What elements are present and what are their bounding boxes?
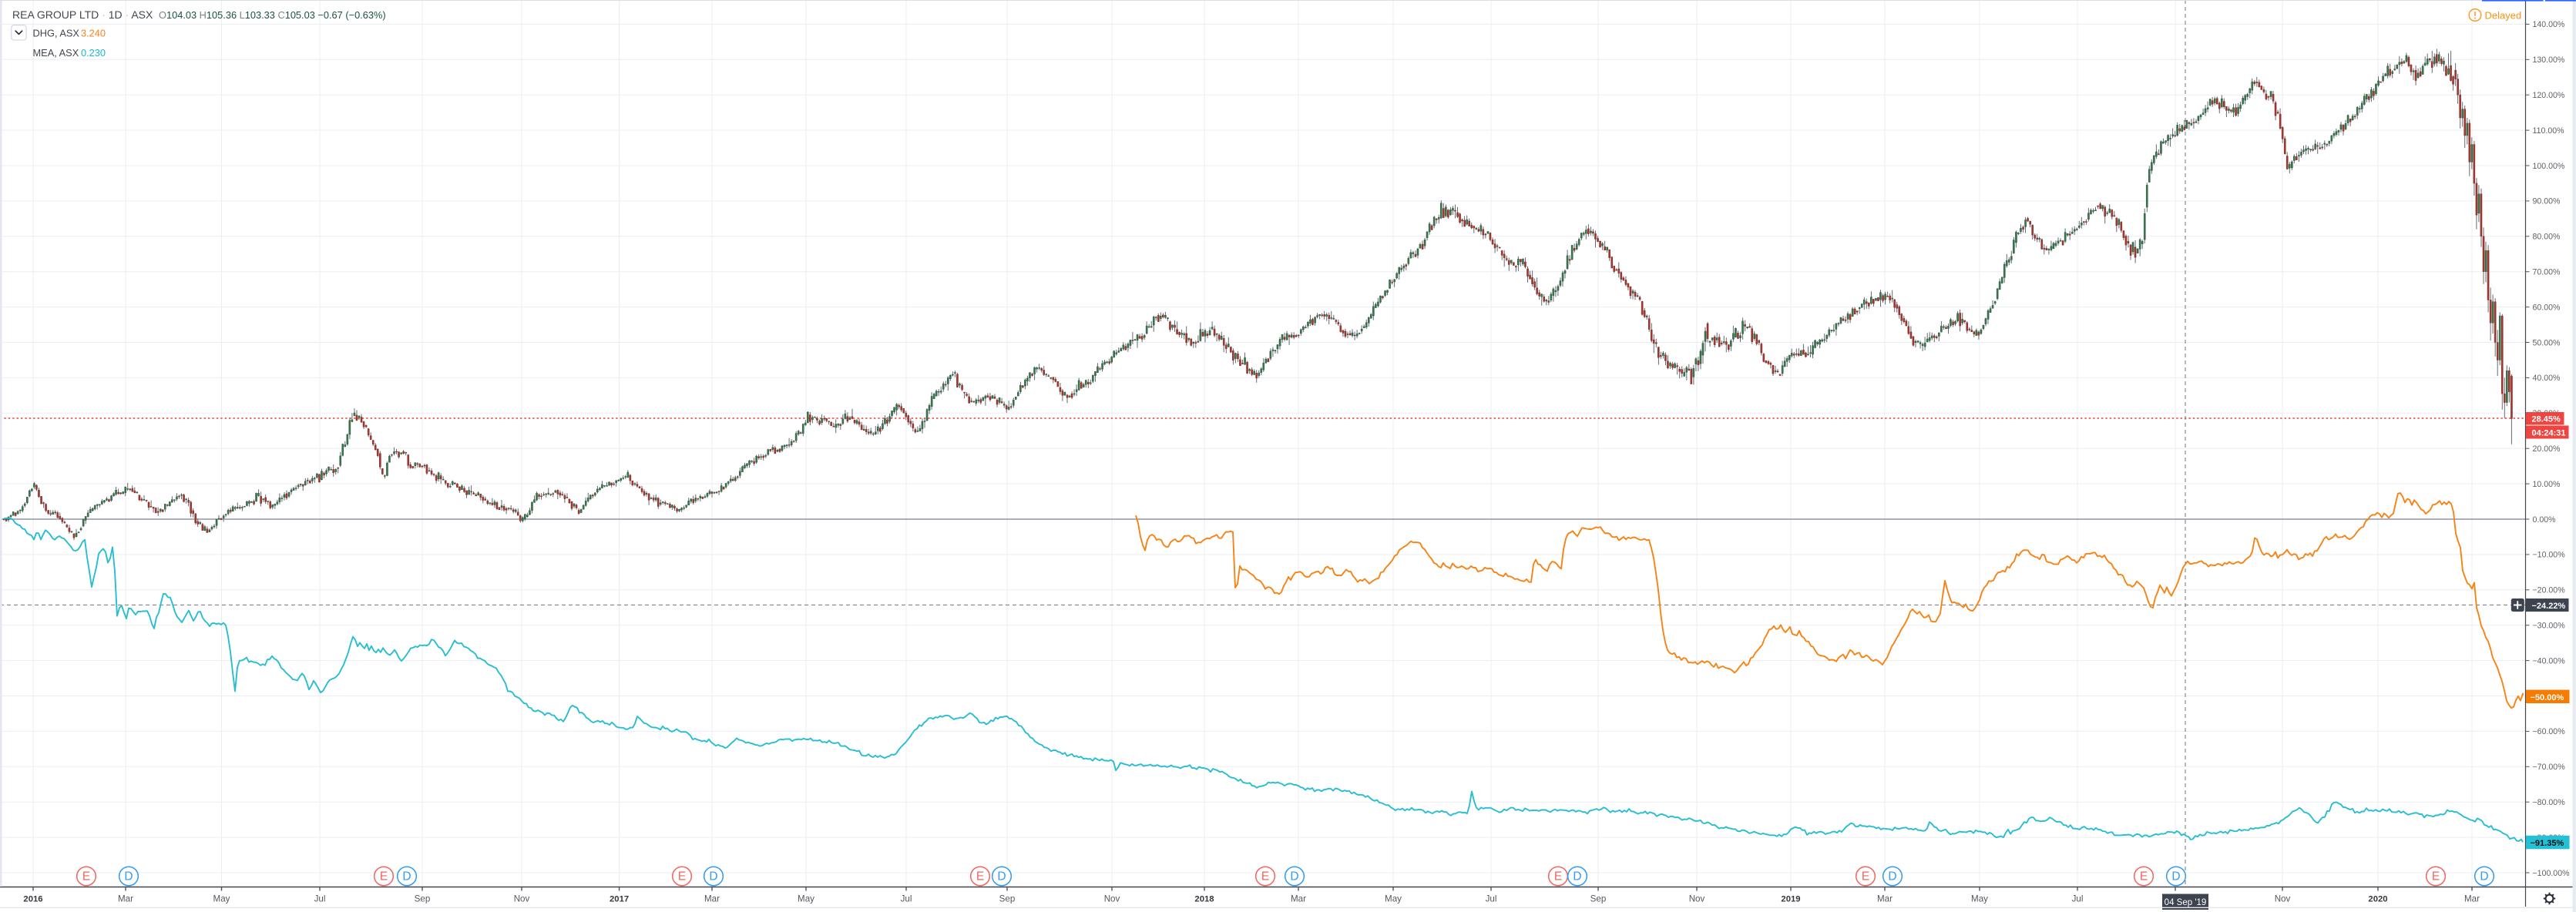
- svg-text:D: D: [1573, 870, 1581, 884]
- svg-text:Delayed: Delayed: [2485, 9, 2522, 21]
- svg-text:0.00%: 0.00%: [2533, 515, 2557, 525]
- svg-text:Nov: Nov: [1689, 894, 1705, 904]
- svg-text:80.00%: 80.00%: [2533, 233, 2561, 242]
- svg-text:−80.00%: −80.00%: [2533, 798, 2566, 807]
- svg-text:E: E: [1862, 870, 1869, 884]
- svg-text:May: May: [1971, 894, 1988, 904]
- svg-text:O104.03 H105.36 L103.33 C105.0: O104.03 H105.36 L103.33 C105.03 −0.67 (−…: [159, 9, 386, 21]
- svg-text:40.00%: 40.00%: [2533, 374, 2561, 383]
- svg-text:Nov: Nov: [2275, 894, 2291, 904]
- svg-text:100.00%: 100.00%: [2533, 162, 2565, 171]
- svg-text:Jul: Jul: [314, 894, 326, 904]
- svg-text:Mar: Mar: [704, 894, 720, 904]
- svg-text:10.00%: 10.00%: [2533, 480, 2561, 489]
- svg-text:D: D: [402, 870, 411, 884]
- svg-text:Jul: Jul: [901, 894, 912, 904]
- svg-text:50.00%: 50.00%: [2533, 338, 2561, 347]
- svg-text:90.00%: 90.00%: [2533, 197, 2561, 206]
- svg-text:04 Sep '19: 04 Sep '19: [2165, 898, 2207, 907]
- svg-text:−50.00%: −50.00%: [2531, 693, 2564, 702]
- svg-text:D: D: [1888, 870, 1896, 884]
- svg-text:−40.00%: −40.00%: [2533, 656, 2566, 666]
- svg-text:Jul: Jul: [2072, 894, 2084, 904]
- svg-text:−70.00%: −70.00%: [2533, 763, 2566, 772]
- svg-text:E: E: [2432, 870, 2440, 884]
- svg-text:04:24:31: 04:24:31: [2532, 429, 2566, 438]
- svg-text:140.00%: 140.00%: [2533, 20, 2565, 29]
- svg-text:120.00%: 120.00%: [2533, 91, 2565, 100]
- svg-text:Mar: Mar: [1877, 894, 1893, 904]
- svg-text:E: E: [976, 870, 984, 884]
- svg-text:Jul: Jul: [1486, 894, 1497, 904]
- svg-text:2020: 2020: [2368, 895, 2387, 904]
- svg-text:E: E: [380, 870, 388, 884]
- svg-text:Mar: Mar: [2464, 894, 2480, 904]
- svg-text:60.00%: 60.00%: [2533, 303, 2561, 312]
- svg-text:110.00%: 110.00%: [2533, 126, 2565, 136]
- svg-text:MEA, ASX: MEA, ASX: [33, 47, 79, 59]
- svg-text:REA GROUP LTD · 1D · ASX: REA GROUP LTD · 1D · ASX: [12, 8, 153, 21]
- svg-text:−10.00%: −10.00%: [2533, 551, 2566, 560]
- svg-text:E: E: [678, 870, 686, 884]
- svg-text:E: E: [1554, 870, 1562, 884]
- svg-text:DHG, ASX: DHG, ASX: [33, 28, 80, 39]
- svg-text:D: D: [2171, 870, 2180, 884]
- svg-text:E: E: [2140, 870, 2148, 884]
- svg-text:−60.00%: −60.00%: [2533, 727, 2566, 736]
- svg-text:May: May: [213, 894, 230, 904]
- svg-text:130.00%: 130.00%: [2533, 55, 2565, 65]
- svg-text:−100.00%: −100.00%: [2533, 869, 2571, 878]
- svg-text:Sep: Sep: [415, 894, 431, 904]
- svg-text:D: D: [2480, 870, 2488, 884]
- svg-text:D: D: [124, 870, 133, 884]
- svg-text:−30.00%: −30.00%: [2533, 622, 2566, 631]
- svg-text:D: D: [1290, 870, 1298, 884]
- svg-text:Mar: Mar: [118, 894, 133, 904]
- svg-text:Sep: Sep: [999, 894, 1016, 904]
- svg-text:20.00%: 20.00%: [2533, 444, 2561, 454]
- svg-text:2017: 2017: [610, 895, 629, 904]
- svg-text:2016: 2016: [23, 895, 42, 904]
- svg-text:3.240: 3.240: [81, 28, 106, 39]
- svg-text:−24.22%: −24.22%: [2532, 602, 2566, 611]
- svg-text:2019: 2019: [1781, 895, 1800, 904]
- svg-text:−91.35%: −91.35%: [2531, 839, 2564, 848]
- svg-text:D: D: [709, 870, 717, 884]
- svg-text:May: May: [798, 894, 814, 904]
- svg-text:70.00%: 70.00%: [2533, 268, 2561, 277]
- svg-text:D: D: [997, 870, 1006, 884]
- svg-text:0.230: 0.230: [81, 47, 106, 59]
- svg-text:28.45%: 28.45%: [2532, 415, 2561, 424]
- svg-text:Mar: Mar: [1291, 894, 1306, 904]
- svg-text:Nov: Nov: [514, 894, 530, 904]
- svg-text:−20.00%: −20.00%: [2533, 586, 2566, 595]
- svg-text:2018: 2018: [1194, 895, 1214, 904]
- svg-text:E: E: [1261, 870, 1269, 884]
- svg-text:May: May: [1385, 894, 1402, 904]
- svg-text:E: E: [82, 870, 90, 884]
- svg-text:Sep: Sep: [1590, 894, 1607, 904]
- svg-text:Nov: Nov: [1104, 894, 1120, 904]
